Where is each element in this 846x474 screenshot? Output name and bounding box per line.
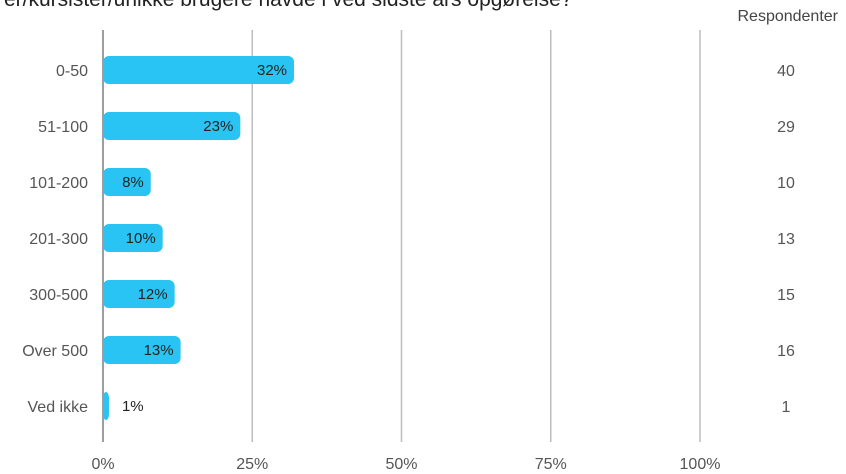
x-axis: 0% 25% 50% 75% 100% bbox=[91, 456, 720, 473]
category-label: 201-300 bbox=[29, 231, 88, 248]
bar bbox=[103, 280, 175, 308]
respondent-count: 15 bbox=[777, 287, 795, 304]
bar bbox=[103, 392, 109, 420]
respondent-counts: 40 29 10 13 15 16 1 bbox=[777, 63, 795, 416]
bar-value-label: 13% bbox=[144, 342, 174, 359]
category-label: Ved ikke bbox=[28, 399, 89, 416]
bar bbox=[103, 168, 151, 196]
question-title: er/kursister/unikke brugere havde i ved … bbox=[4, 0, 572, 12]
x-tick-label: 100% bbox=[680, 456, 721, 473]
bar-value-label: 10% bbox=[126, 230, 156, 247]
category-label: 101-200 bbox=[29, 175, 88, 192]
respondent-count: 16 bbox=[777, 343, 795, 360]
bar bbox=[103, 56, 295, 84]
respondent-count: 29 bbox=[777, 119, 795, 136]
gridlines bbox=[102, 30, 701, 442]
bar-value-label: 23% bbox=[203, 118, 233, 135]
x-tick-label: 75% bbox=[535, 456, 567, 473]
bar bbox=[103, 224, 163, 252]
bar-value-label: 1% bbox=[122, 398, 144, 415]
category-label: 300-500 bbox=[29, 287, 88, 304]
respondent-count: 40 bbox=[777, 63, 795, 80]
bar-value-label: 12% bbox=[138, 286, 168, 303]
x-tick-label: 50% bbox=[385, 456, 417, 473]
category-label: 51-100 bbox=[38, 119, 88, 136]
bar-value-label: 8% bbox=[122, 174, 144, 191]
bars: 32% 23% 8% 10% 12% 13% 1% bbox=[103, 56, 295, 420]
x-tick-label: 25% bbox=[236, 456, 268, 473]
bar bbox=[103, 112, 241, 140]
respondents-header: Respondenter bbox=[737, 8, 838, 25]
respondent-count: 1 bbox=[782, 399, 791, 416]
category-label: Over 500 bbox=[22, 343, 88, 360]
x-tick-label: 0% bbox=[91, 456, 114, 473]
respondent-count: 13 bbox=[777, 231, 795, 248]
bar bbox=[103, 336, 181, 364]
category-label: 0-50 bbox=[56, 63, 88, 80]
category-labels: 0-50 51-100 101-200 201-300 300-500 Over 500 V… bbox=[22, 63, 88, 416]
respondent-count: 10 bbox=[777, 175, 795, 192]
bar-value-label: 32% bbox=[257, 62, 287, 79]
